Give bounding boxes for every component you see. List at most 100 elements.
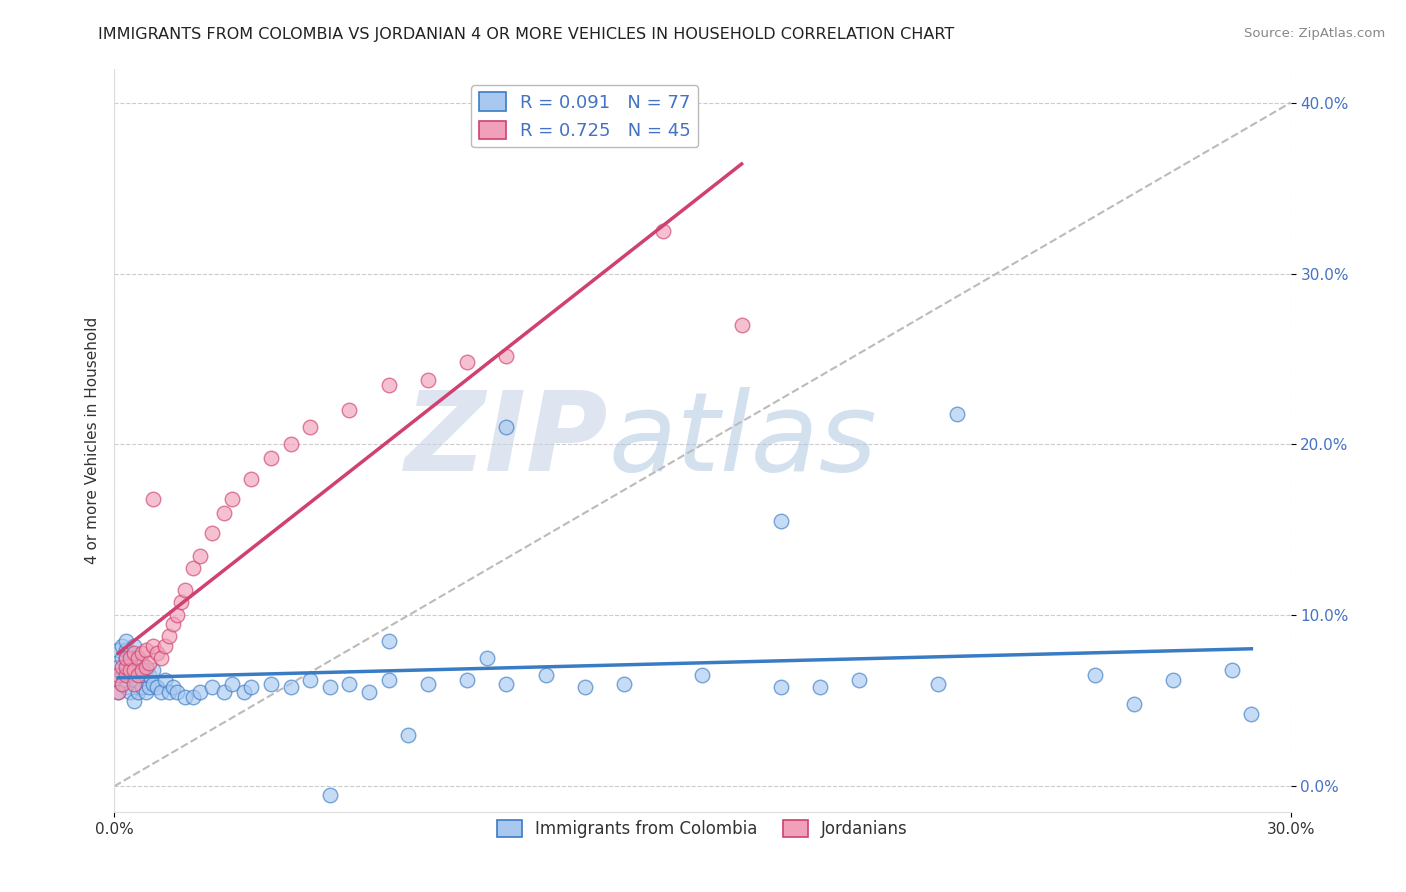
Point [260, 676, 283, 690]
Point [319, 680, 342, 694]
Point [190, 685, 212, 699]
Point [107, 668, 129, 682]
Point [1240, 707, 1263, 722]
Point [107, 659, 129, 673]
Point [122, 663, 145, 677]
Text: Source: ZipAtlas.com: Source: ZipAtlas.com [1244, 27, 1385, 40]
Point [201, 526, 224, 541]
Point [652, 224, 675, 238]
Point [122, 673, 145, 688]
Point [240, 472, 263, 486]
Point [396, 728, 419, 742]
Point [1161, 673, 1184, 688]
Point [495, 676, 517, 690]
Point [111, 668, 134, 682]
Point [115, 642, 138, 657]
Point [146, 680, 169, 694]
Point [456, 355, 478, 369]
Point [280, 680, 302, 694]
Point [377, 673, 399, 688]
Point [574, 680, 596, 694]
Point [122, 639, 145, 653]
Point [166, 608, 188, 623]
Point [118, 646, 141, 660]
Point [115, 659, 138, 673]
Point [162, 616, 184, 631]
Y-axis label: 4 or more Vehicles in Household: 4 or more Vehicles in Household [86, 317, 100, 564]
Point [122, 646, 145, 660]
Point [1083, 668, 1105, 682]
Point [127, 668, 149, 682]
Point [495, 420, 517, 434]
Point [359, 685, 381, 699]
Point [135, 685, 157, 699]
Point [613, 676, 636, 690]
Point [138, 657, 160, 671]
Point [319, 788, 342, 802]
Point [115, 680, 138, 694]
Point [260, 451, 283, 466]
Point [115, 651, 138, 665]
Point [118, 663, 141, 677]
Point [118, 685, 141, 699]
Point [1122, 697, 1144, 711]
Point [131, 663, 153, 677]
Point [107, 642, 129, 657]
Point [150, 685, 173, 699]
Point [122, 663, 145, 677]
Point [1220, 663, 1243, 677]
Point [946, 407, 969, 421]
Point [280, 437, 302, 451]
Point [240, 680, 263, 694]
Point [153, 673, 176, 688]
Point [173, 582, 195, 597]
Point [181, 690, 204, 705]
Point [377, 377, 399, 392]
Point [157, 685, 180, 699]
Point [131, 657, 153, 671]
Point [495, 349, 517, 363]
Point [111, 676, 134, 690]
Point [107, 685, 129, 699]
Point [166, 685, 188, 699]
Point [127, 651, 149, 665]
Point [107, 685, 129, 699]
Point [115, 663, 138, 677]
Point [127, 685, 149, 699]
Point [181, 560, 204, 574]
Text: atlas: atlas [609, 387, 877, 493]
Point [769, 680, 792, 694]
Point [416, 676, 439, 690]
Point [115, 668, 138, 682]
Point [131, 668, 153, 682]
Point [138, 680, 160, 694]
Point [475, 651, 498, 665]
Text: ZIP: ZIP [405, 387, 609, 493]
Text: IMMIGRANTS FROM COLOMBIA VS JORDANIAN 4 OR MORE VEHICLES IN HOUSEHOLD CORRELATIO: IMMIGRANTS FROM COLOMBIA VS JORDANIAN 4 … [98, 27, 955, 42]
Point [769, 514, 792, 528]
Point [122, 676, 145, 690]
Point [157, 629, 180, 643]
Point [115, 651, 138, 665]
Point [138, 668, 160, 682]
Point [153, 639, 176, 653]
Point [221, 492, 243, 507]
Point [111, 676, 134, 690]
Point [232, 685, 254, 699]
Point [299, 673, 322, 688]
Point [162, 680, 184, 694]
Point [135, 659, 157, 673]
Point [190, 549, 212, 563]
Point [692, 668, 714, 682]
Point [118, 651, 141, 665]
Point [142, 676, 165, 690]
Point [150, 651, 173, 665]
Point [135, 663, 157, 677]
Point [808, 680, 831, 694]
Point [115, 634, 138, 648]
Point [848, 673, 870, 688]
Point [339, 676, 361, 690]
Point [131, 680, 153, 694]
Point [730, 318, 752, 332]
Point [111, 659, 134, 673]
